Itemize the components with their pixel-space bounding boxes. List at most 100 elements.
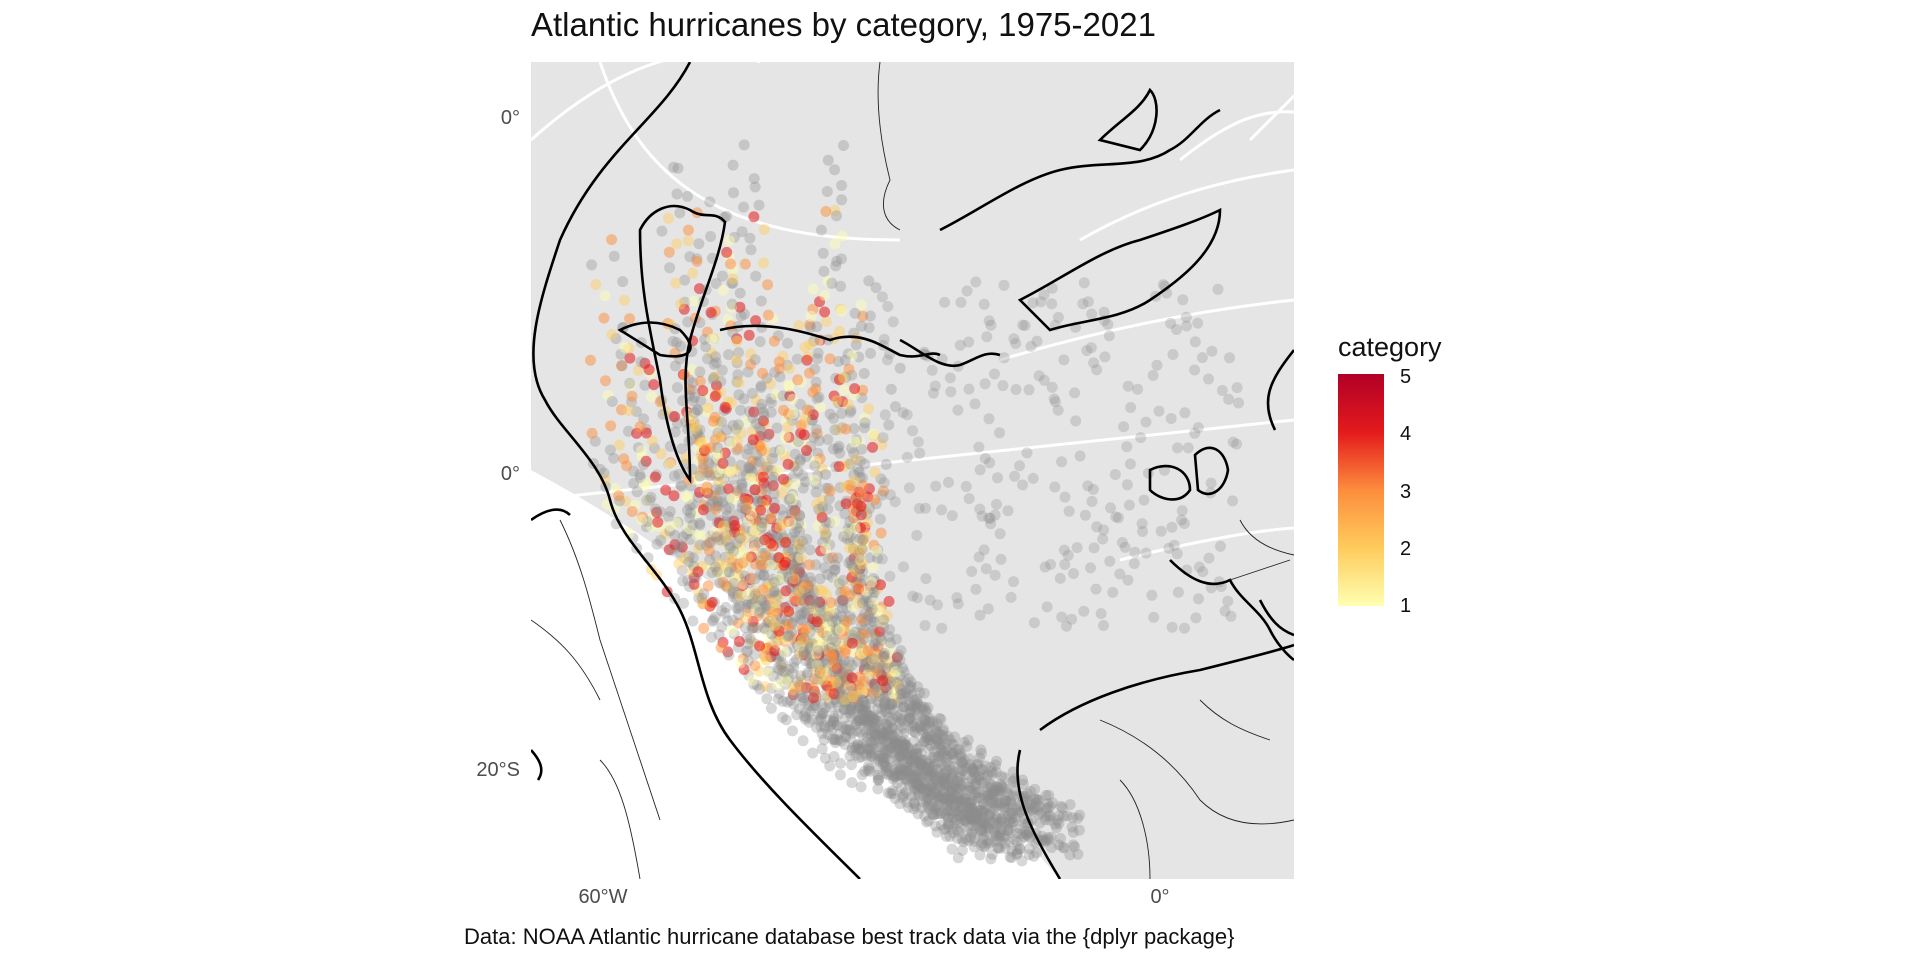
track-point xyxy=(732,617,744,629)
track-point xyxy=(810,455,822,467)
track-point xyxy=(916,802,928,814)
track-point xyxy=(793,517,805,529)
track-point xyxy=(1055,800,1067,812)
track-point xyxy=(752,610,764,622)
track-point xyxy=(721,424,733,436)
track-point xyxy=(859,417,871,429)
track-point xyxy=(828,715,839,727)
track-point xyxy=(643,364,655,376)
track-point xyxy=(671,238,683,250)
track-point xyxy=(915,773,927,785)
track-point xyxy=(775,659,787,671)
track-point xyxy=(783,363,795,374)
track-point xyxy=(1122,380,1134,392)
track-point xyxy=(1028,793,1040,805)
track-point xyxy=(988,817,1000,829)
track-point xyxy=(913,779,925,791)
track-point xyxy=(981,800,992,812)
track-point xyxy=(732,571,744,583)
track-point xyxy=(915,759,927,771)
track-point xyxy=(848,447,860,459)
track-point xyxy=(807,283,819,295)
track-point xyxy=(807,692,819,704)
track-point xyxy=(853,466,865,478)
track-point xyxy=(947,749,959,761)
track-point xyxy=(818,734,830,746)
track-point xyxy=(687,615,699,627)
track-point xyxy=(857,715,869,727)
track-point xyxy=(849,522,861,534)
track-point xyxy=(747,622,759,634)
track-point xyxy=(895,764,906,776)
track-point xyxy=(1016,828,1028,840)
track-point xyxy=(936,746,948,758)
track-point xyxy=(969,771,981,783)
track-point xyxy=(919,768,931,780)
track-point xyxy=(855,500,867,512)
track-point xyxy=(1017,778,1029,790)
track-point xyxy=(819,720,831,732)
track-point xyxy=(734,301,746,313)
track-point xyxy=(979,452,991,464)
track-point xyxy=(798,692,809,704)
track-point xyxy=(771,522,783,534)
track-point xyxy=(610,333,622,345)
track-point xyxy=(956,809,968,821)
track-point xyxy=(898,745,909,756)
track-point xyxy=(739,416,751,428)
track-point xyxy=(808,431,820,443)
track-point xyxy=(888,662,900,673)
track-point xyxy=(1039,836,1051,848)
track-point xyxy=(962,809,974,821)
track-point xyxy=(733,377,745,389)
track-point xyxy=(1227,495,1239,507)
track-point xyxy=(846,759,857,771)
track-point xyxy=(1000,796,1012,808)
track-point xyxy=(641,494,653,506)
track-point xyxy=(663,212,674,224)
track-point xyxy=(717,576,729,588)
track-point xyxy=(768,670,779,682)
track-point xyxy=(1146,589,1158,601)
track-point xyxy=(919,735,931,747)
track-point xyxy=(983,789,995,801)
track-point xyxy=(692,542,704,554)
track-point xyxy=(749,590,761,602)
x-tick-label: 0° xyxy=(1150,886,1170,908)
track-point xyxy=(840,731,852,743)
track-point xyxy=(924,594,936,606)
track-point xyxy=(792,374,804,386)
track-point xyxy=(805,637,817,649)
track-point xyxy=(887,788,899,800)
track-point xyxy=(824,408,836,420)
track-point xyxy=(714,577,726,589)
track-point xyxy=(747,412,759,424)
track-point xyxy=(1231,438,1243,450)
track-point xyxy=(826,649,838,661)
track-point xyxy=(910,772,921,784)
track-point xyxy=(990,800,1002,812)
track-point xyxy=(683,523,695,535)
track-point xyxy=(989,826,1000,838)
track-point xyxy=(792,552,804,564)
track-point xyxy=(957,795,969,807)
track-point xyxy=(795,670,807,682)
track-point xyxy=(811,721,822,733)
track-point xyxy=(644,494,656,506)
track-point xyxy=(869,494,881,506)
track-point xyxy=(759,650,771,662)
track-point xyxy=(979,818,990,829)
track-point xyxy=(797,692,809,704)
track-point xyxy=(799,341,811,353)
track-point xyxy=(965,796,977,808)
track-point xyxy=(995,779,1007,791)
track-point xyxy=(1177,294,1189,306)
track-point xyxy=(981,781,993,793)
track-point xyxy=(914,759,926,771)
track-point xyxy=(787,667,799,679)
track-point xyxy=(943,785,955,797)
track-point xyxy=(783,379,795,391)
track-point xyxy=(915,723,927,735)
track-point xyxy=(788,698,800,710)
track-point xyxy=(752,600,764,612)
